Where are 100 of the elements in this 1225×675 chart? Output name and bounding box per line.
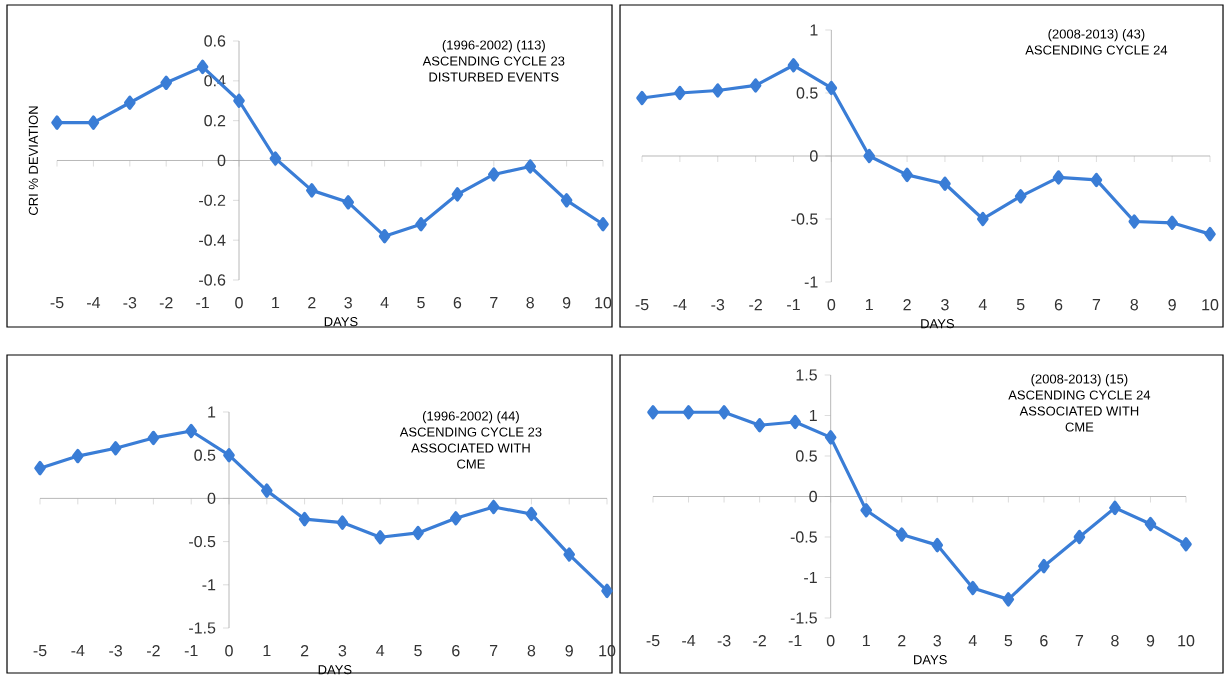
point xyxy=(306,183,318,198)
y-tick-label: 0.5 xyxy=(194,449,216,461)
point xyxy=(1180,537,1192,552)
point xyxy=(967,580,979,596)
x-tick-label: 0 xyxy=(827,299,836,311)
annotation: ASCENDING CYCLE 23 xyxy=(399,427,542,437)
x-tick-label: 5 xyxy=(1004,635,1013,647)
y-tick-label: 0.2 xyxy=(204,115,226,127)
point xyxy=(233,93,245,108)
x-tick-label: 7 xyxy=(1092,299,1101,311)
y-tick-label: -0.2 xyxy=(199,194,226,206)
x-tick-label: -2 xyxy=(159,297,173,309)
x-tick-label: 1 xyxy=(865,299,873,311)
x-tick-label: 4 xyxy=(376,645,385,657)
point xyxy=(124,95,136,110)
y-tick-label: 0.6 xyxy=(204,35,226,47)
x-axis-title: DAYS xyxy=(921,319,954,329)
annotation: CME xyxy=(1065,422,1094,432)
annotation: ASSOCIATED WITH xyxy=(411,443,530,453)
y-tick-label: -0.5 xyxy=(790,531,817,543)
point xyxy=(1038,558,1050,574)
point xyxy=(560,193,573,208)
point xyxy=(451,187,464,202)
x-tick-label: 9 xyxy=(1168,299,1176,311)
x-tick-label: 6 xyxy=(1040,635,1048,647)
point xyxy=(1090,172,1103,188)
point xyxy=(487,499,500,515)
chart-title: (2008-2013) (43) xyxy=(1048,29,1145,42)
x-tick-label: 0 xyxy=(235,297,243,309)
point xyxy=(931,537,944,553)
point xyxy=(787,58,800,73)
y-tick-label: -0.4 xyxy=(199,234,226,246)
point xyxy=(269,151,282,166)
point xyxy=(682,405,695,420)
x-tick-label: 5 xyxy=(414,645,422,657)
x-tick-label: 7 xyxy=(489,645,498,657)
x-tick-label: 6 xyxy=(453,297,462,309)
x-tick-label: 7 xyxy=(1075,635,1084,647)
y-tick-label: 0 xyxy=(217,154,226,167)
x-tick-label: 1 xyxy=(862,635,870,647)
point xyxy=(753,418,766,433)
point xyxy=(185,423,197,439)
x-tick-label: -2 xyxy=(753,635,766,647)
point xyxy=(109,441,122,456)
y-tick-label: 1.5 xyxy=(796,369,817,381)
point xyxy=(223,448,235,463)
point xyxy=(863,148,876,164)
point xyxy=(1128,214,1141,229)
x-tick-label: 8 xyxy=(526,297,534,309)
point xyxy=(749,78,762,93)
x-tick-label: 3 xyxy=(338,645,347,657)
x-tick-label: -3 xyxy=(123,297,137,309)
y-axis-title: CRI % DEVIATION xyxy=(28,106,38,215)
x-tick-label: 0 xyxy=(826,635,835,647)
x-tick-label: 1 xyxy=(263,645,271,657)
x-tick-label: -2 xyxy=(147,645,160,657)
point xyxy=(636,90,648,106)
y-tick-label: -0.5 xyxy=(189,535,216,548)
point xyxy=(378,228,391,244)
y-tick-label: -1.5 xyxy=(189,622,216,634)
x-tick-label: 10 xyxy=(1202,299,1219,311)
x-tick-label: 3 xyxy=(933,635,942,647)
y-tick-label: -1 xyxy=(804,571,817,583)
x-tick-label: 10 xyxy=(1178,635,1195,647)
point xyxy=(525,506,538,522)
x-axis-title: DAYS xyxy=(914,655,947,665)
y-tick-label: 1 xyxy=(208,406,216,418)
point xyxy=(261,483,273,498)
point xyxy=(298,511,311,527)
point xyxy=(34,460,46,476)
point xyxy=(450,511,462,526)
x-tick-label: 9 xyxy=(562,297,571,309)
y-tick-label: -1.5 xyxy=(790,612,817,624)
x-tick-label: -5 xyxy=(50,297,64,309)
x-tick-label: -5 xyxy=(646,635,660,647)
x-tick-label: 4 xyxy=(978,299,987,311)
point xyxy=(51,115,63,130)
point xyxy=(674,85,686,101)
x-tick-label: -4 xyxy=(87,297,101,309)
point xyxy=(87,115,100,130)
point xyxy=(1166,215,1178,230)
point xyxy=(563,547,576,562)
point xyxy=(342,195,354,210)
annotation: ASCENDING CYCLE 23 xyxy=(422,56,565,66)
x-tick-label: 3 xyxy=(941,299,949,311)
point xyxy=(488,167,500,182)
annotation: ASCENDING CYCLE 24 xyxy=(1008,390,1151,400)
point xyxy=(1002,592,1015,607)
y-tick-label: -1 xyxy=(804,276,818,288)
x-tick-label: 9 xyxy=(565,645,573,657)
x-tick-label: 8 xyxy=(1111,635,1119,647)
point xyxy=(824,430,837,445)
x-tick-label: 8 xyxy=(527,645,536,657)
x-tick-label: -4 xyxy=(682,635,696,647)
x-tick-label: 5 xyxy=(417,297,425,309)
x-tick-label: 2 xyxy=(903,299,911,311)
point xyxy=(901,167,913,183)
point xyxy=(72,448,84,464)
x-tick-label: -3 xyxy=(109,645,123,657)
x-tick-label: 6 xyxy=(452,645,460,657)
